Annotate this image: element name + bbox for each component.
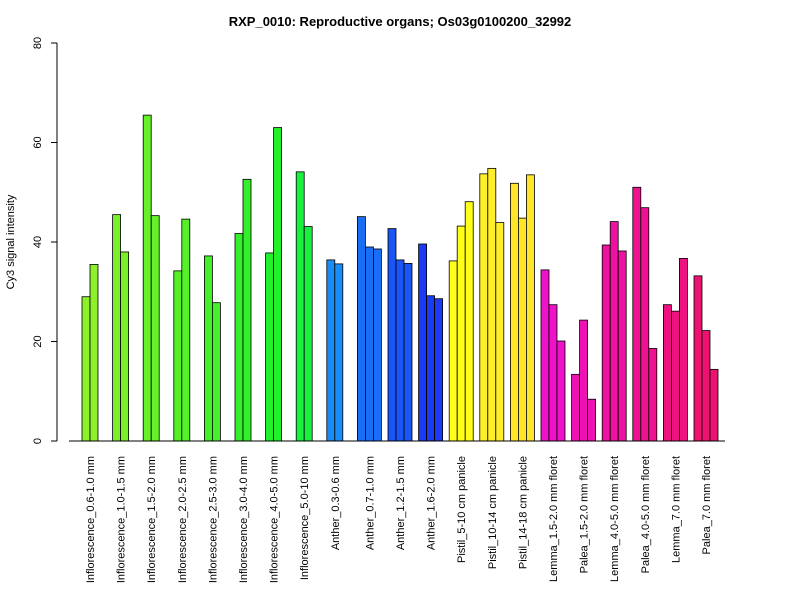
x-tick-label: Lemma_4.0-5.0 mm floret	[609, 456, 621, 582]
x-tick-label: Anther_0.3-0.6 mm	[330, 456, 342, 550]
bar	[540, 269, 550, 442]
bar	[632, 186, 642, 442]
bar	[448, 260, 458, 442]
y-tick-label: 60	[32, 136, 44, 148]
bar	[142, 114, 152, 442]
x-tick-label: Lemma_1.5-2.0 mm floret	[548, 456, 560, 582]
bar	[509, 182, 519, 442]
y-axis: 0 20 40 60 80	[32, 37, 58, 444]
x-tick-label: Pistil_5-10 cm panicle	[456, 456, 468, 563]
x-tick-label: Anther_1.2-1.5 mm	[395, 456, 407, 550]
bar	[701, 330, 711, 442]
bar	[693, 275, 703, 442]
bar	[265, 252, 275, 442]
y-tick-label: 20	[32, 335, 44, 347]
bar	[434, 298, 444, 442]
bar	[426, 295, 436, 442]
x-tick-label: Pistil_10-14 cm panicle	[487, 456, 499, 569]
bar	[211, 302, 221, 442]
bar	[587, 398, 596, 442]
x-tick-label: Lemma_7.0 mm floret	[670, 456, 682, 563]
x-tick-label: Inflorescence_1.0-1.5 mm	[116, 456, 128, 583]
x-tick-label: Inflorescence_5.0-10 mm	[299, 456, 311, 580]
bar	[648, 348, 658, 442]
bars	[81, 114, 719, 442]
y-tick-label: 40	[32, 236, 44, 248]
y-tick-label: 0	[32, 438, 44, 444]
bar	[234, 233, 244, 442]
bar	[609, 221, 619, 442]
bar	[387, 228, 397, 442]
bar	[556, 340, 566, 442]
bar	[356, 216, 366, 442]
bar	[89, 263, 99, 442]
bar	[487, 167, 497, 442]
bar	[548, 304, 558, 442]
bar	[479, 173, 489, 442]
x-tick-label: Inflorescence_2.0-2.5 mm	[177, 456, 189, 583]
x-tick-label: Inflorescence_0.6-1.0 mm	[85, 456, 97, 583]
bar	[464, 201, 474, 442]
x-tick-label: Pistil_14-18 cm panicle	[517, 456, 529, 569]
bar	[571, 373, 580, 442]
bar	[495, 222, 505, 442]
bar	[334, 263, 344, 442]
bar	[403, 262, 413, 442]
x-tick-label: Inflorescence_1.5-2.0 mm	[146, 456, 158, 583]
bar	[679, 258, 688, 442]
x-tick-label: Anther_1.6-2.0 mm	[426, 456, 438, 550]
bar	[326, 259, 336, 442]
bar	[81, 296, 91, 442]
bar	[120, 251, 129, 442]
bar	[518, 217, 527, 442]
bar	[273, 127, 283, 442]
bar	[617, 250, 627, 442]
x-tick-label: Inflorescence_4.0-5.0 mm	[269, 456, 281, 583]
bar	[526, 174, 535, 442]
chart-title: RXP_0010: Reproductive organs; Os03g0100…	[229, 14, 572, 29]
x-tick-label: Palea_7.0 mm floret	[701, 456, 713, 554]
x-tick-label: Palea_1.5-2.0 mm floret	[579, 456, 591, 573]
bar	[640, 207, 650, 442]
bar	[181, 218, 191, 442]
bar	[112, 214, 121, 442]
bar	[295, 171, 305, 442]
bar	[456, 225, 466, 442]
bar	[671, 310, 680, 442]
bar	[150, 215, 160, 442]
bar	[173, 270, 183, 442]
bar	[372, 248, 382, 442]
bar	[601, 244, 611, 442]
bar	[364, 246, 374, 442]
x-tick-label: Palea_4.0-5.0 mm floret	[640, 456, 652, 573]
x-axis-tick-labels: Inflorescence_0.6-1.0 mm Inflorescence_1.…	[85, 456, 713, 583]
y-tick-label: 80	[32, 37, 44, 49]
y-axis-label: Cy3 signal intensity	[5, 194, 17, 289]
bar	[579, 319, 588, 442]
bar	[203, 255, 213, 442]
x-tick-label: Inflorescence_2.5-3.0 mm	[207, 456, 219, 583]
bar	[303, 226, 313, 442]
bar	[418, 243, 428, 442]
x-tick-label: Anther_0.7-1.0 mm	[364, 456, 376, 550]
bar	[709, 368, 719, 442]
bar	[242, 178, 252, 442]
x-tick-label: Inflorescence_3.0-4.0 mm	[238, 456, 250, 583]
bar	[663, 304, 672, 442]
bar	[395, 259, 405, 442]
